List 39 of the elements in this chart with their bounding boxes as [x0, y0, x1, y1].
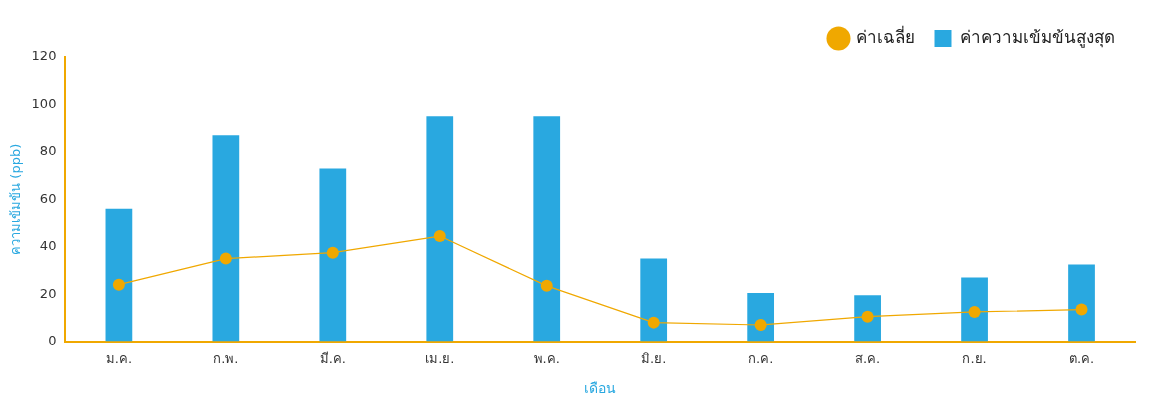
bar [747, 292, 775, 342]
y-tick-label: 120 [31, 48, 57, 64]
y-axis-title: ความเข้มข้น (ppb) [8, 143, 24, 255]
x-tick-label: ก.ย. [962, 350, 987, 366]
x-tick-label: เม.ย. [425, 350, 455, 366]
y-tick-label: 20 [39, 285, 57, 301]
point [754, 319, 767, 331]
point [968, 305, 981, 318]
point [112, 278, 125, 291]
point [326, 246, 339, 259]
bar [640, 258, 668, 342]
y-tick-label: 40 [39, 238, 57, 254]
point [647, 316, 660, 329]
legend-label: ค่าความเข้มข้นสูงสุด [960, 26, 1115, 48]
x-tick-label: มิ.ย. [641, 350, 667, 366]
bar [426, 116, 454, 342]
bar [105, 208, 133, 342]
x-tick-label: ก.พ. [213, 350, 239, 366]
x-axis-title: เดือน [584, 380, 617, 397]
point [433, 230, 446, 243]
y-tick-label: 60 [39, 190, 57, 206]
bar [961, 277, 988, 342]
bar [1068, 264, 1095, 342]
bar [533, 116, 561, 342]
legend-label: ค่าเฉลี่ย [855, 24, 915, 47]
point [219, 252, 232, 265]
x-tick-label: ก.ค. [748, 350, 774, 366]
point [1075, 303, 1088, 316]
x-tick-label: ส.ค. [854, 350, 881, 366]
x-tick-label: ม.ค. [105, 350, 133, 366]
y-tick-label: 0 [48, 332, 57, 348]
y-tick-label: 80 [39, 143, 57, 159]
bar [212, 135, 240, 342]
y-tick-label: 100 [31, 95, 57, 111]
x-tick-label: พ.ค. [533, 350, 560, 366]
point [540, 279, 553, 292]
bar [319, 168, 347, 342]
x-tick-label: มี.ค. [319, 350, 346, 366]
x-tick-label: ต.ค. [1068, 350, 1095, 366]
